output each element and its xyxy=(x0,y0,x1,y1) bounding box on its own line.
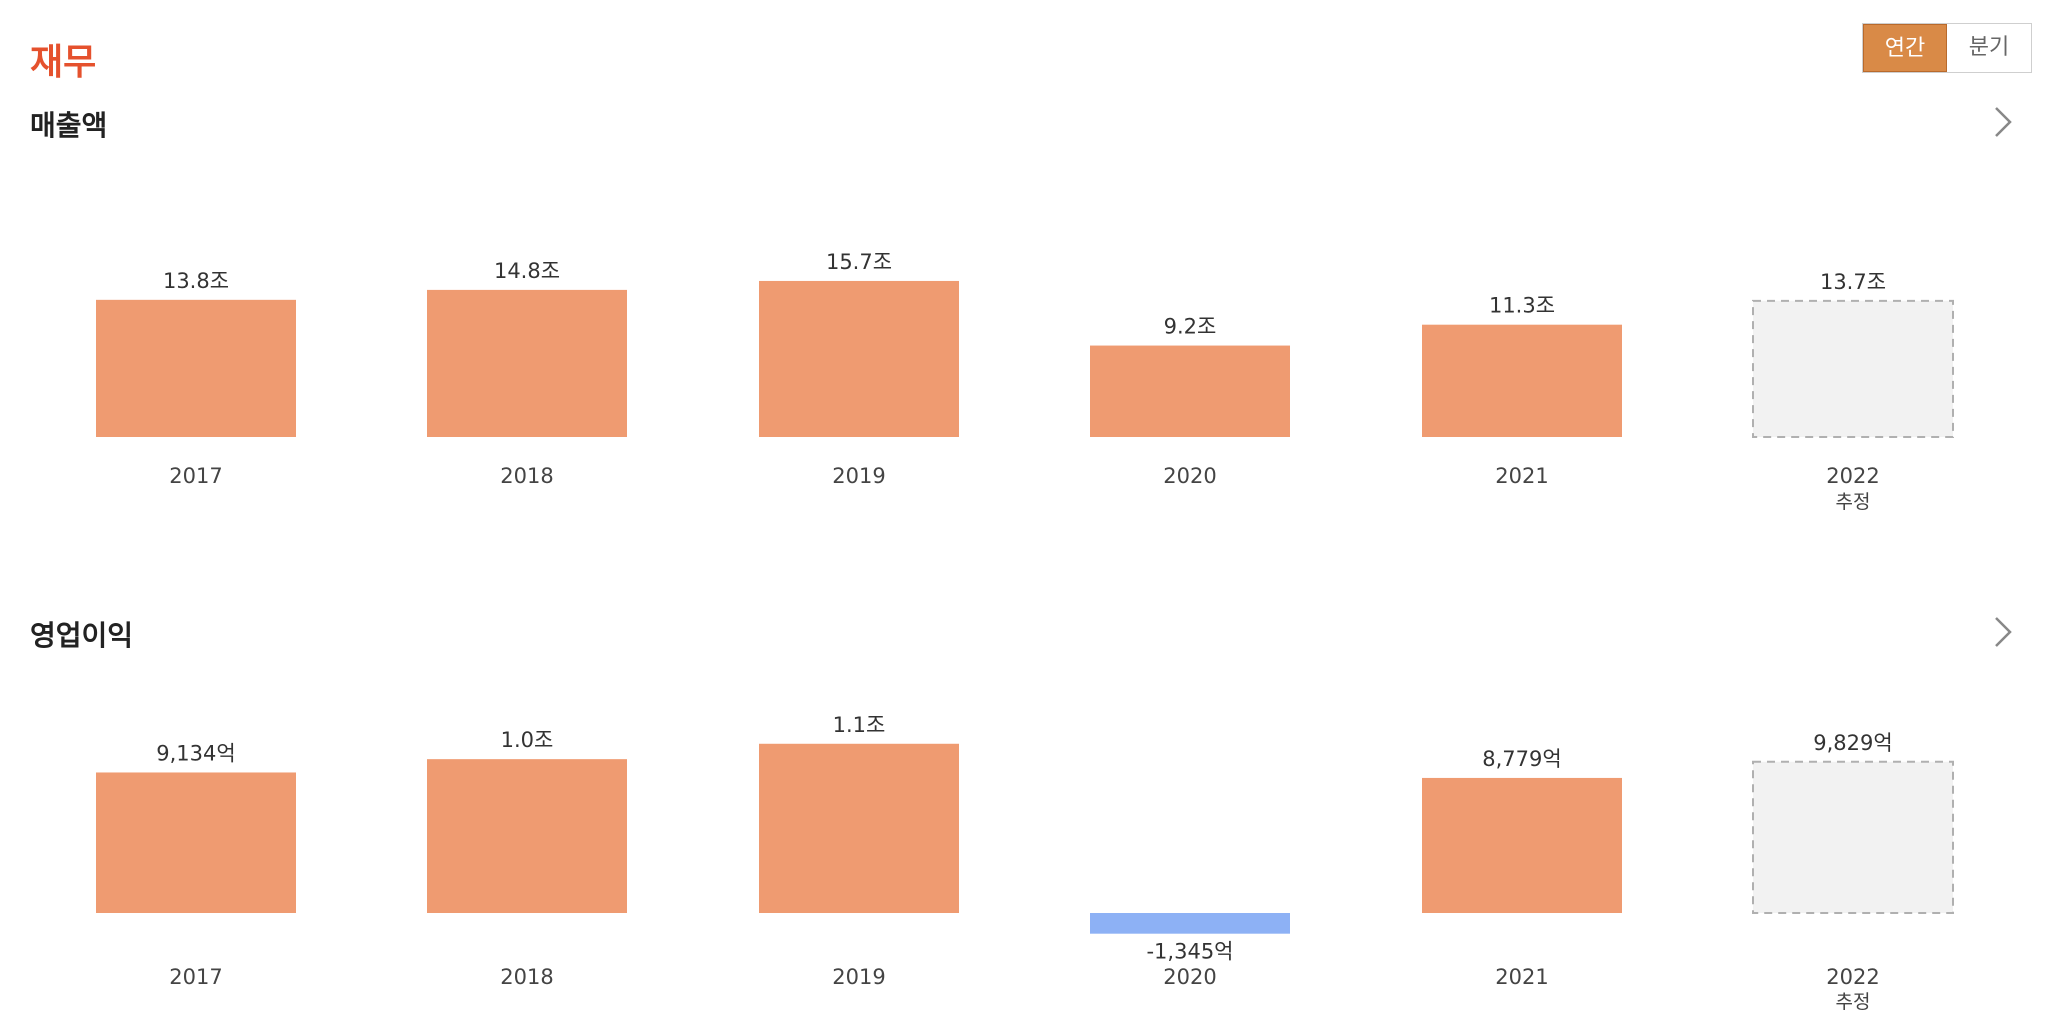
quarterly-tab-button[interactable]: 분기 xyxy=(1947,24,2031,72)
period-toggle: 연간 분기 xyxy=(1862,23,2032,73)
bar[interactable] xyxy=(1422,777,1622,913)
bar-value-label: 9.2조 xyxy=(1164,315,1217,339)
bar-value-label: 15.7조 xyxy=(826,250,892,274)
annual-tab-button[interactable]: 연간 xyxy=(1863,24,1947,72)
operating-profit-chart-title: 영업이익 xyxy=(30,619,134,652)
bar[interactable] xyxy=(96,299,296,437)
x-tick-label: 2022 xyxy=(1826,464,1879,488)
x-tick-label: 2019 xyxy=(832,965,885,989)
bar-negative[interactable] xyxy=(1090,913,1290,934)
revenue-more-chevron-right-icon[interactable] xyxy=(1990,102,2016,142)
bar-value-label: 13.7조 xyxy=(1820,270,1886,294)
x-tick-label: 2021 xyxy=(1495,965,1548,989)
bar[interactable] xyxy=(96,772,296,913)
x-tick-label: 2019 xyxy=(832,464,885,488)
bar[interactable] xyxy=(759,743,959,913)
x-tick-label: 2017 xyxy=(169,464,222,488)
bar-estimate[interactable] xyxy=(1752,760,1954,914)
bar-estimate[interactable] xyxy=(1752,299,1954,438)
bar[interactable] xyxy=(759,280,959,437)
bar[interactable] xyxy=(1090,345,1290,437)
bar-value-label: 9,829억 xyxy=(1813,731,1892,755)
bar-value-label: 1.1조 xyxy=(833,713,886,737)
bar-value-label: 9,134억 xyxy=(156,741,235,765)
x-tick-label: 2020 xyxy=(1163,464,1216,488)
bar-value-label: 1.0조 xyxy=(501,728,554,752)
bar-value-label: -1,345억 xyxy=(1146,940,1233,964)
x-tick-label: 2020 xyxy=(1163,965,1216,989)
bar-value-label: 14.8조 xyxy=(494,259,560,283)
section-title: 재무 xyxy=(30,42,97,83)
x-tick-label: 2021 xyxy=(1495,464,1548,488)
revenue-chart-title: 매출액 xyxy=(30,109,108,142)
x-tick-label: 2018 xyxy=(500,464,553,488)
estimate-sublabel: 추정 xyxy=(1836,491,1871,513)
estimate-sublabel: 추정 xyxy=(1836,991,1871,1013)
x-tick-label: 2018 xyxy=(500,965,553,989)
bar-value-label: 13.8조 xyxy=(163,269,229,293)
x-tick-label: 2017 xyxy=(169,965,222,989)
operating-profit-more-chevron-right-icon[interactable] xyxy=(1990,612,2016,652)
x-tick-label: 2022 xyxy=(1826,965,1879,989)
bar[interactable] xyxy=(1422,324,1622,437)
bar-value-label: 8,779억 xyxy=(1482,747,1561,771)
bar[interactable] xyxy=(427,289,627,437)
bar[interactable] xyxy=(427,759,627,913)
revenue-bar-chart: 13.8조 2017 14.8조 2018 15.7조 2019 9.2조 2020 11.3조… xyxy=(96,250,1954,513)
bar-value-label: 11.3조 xyxy=(1489,294,1555,318)
